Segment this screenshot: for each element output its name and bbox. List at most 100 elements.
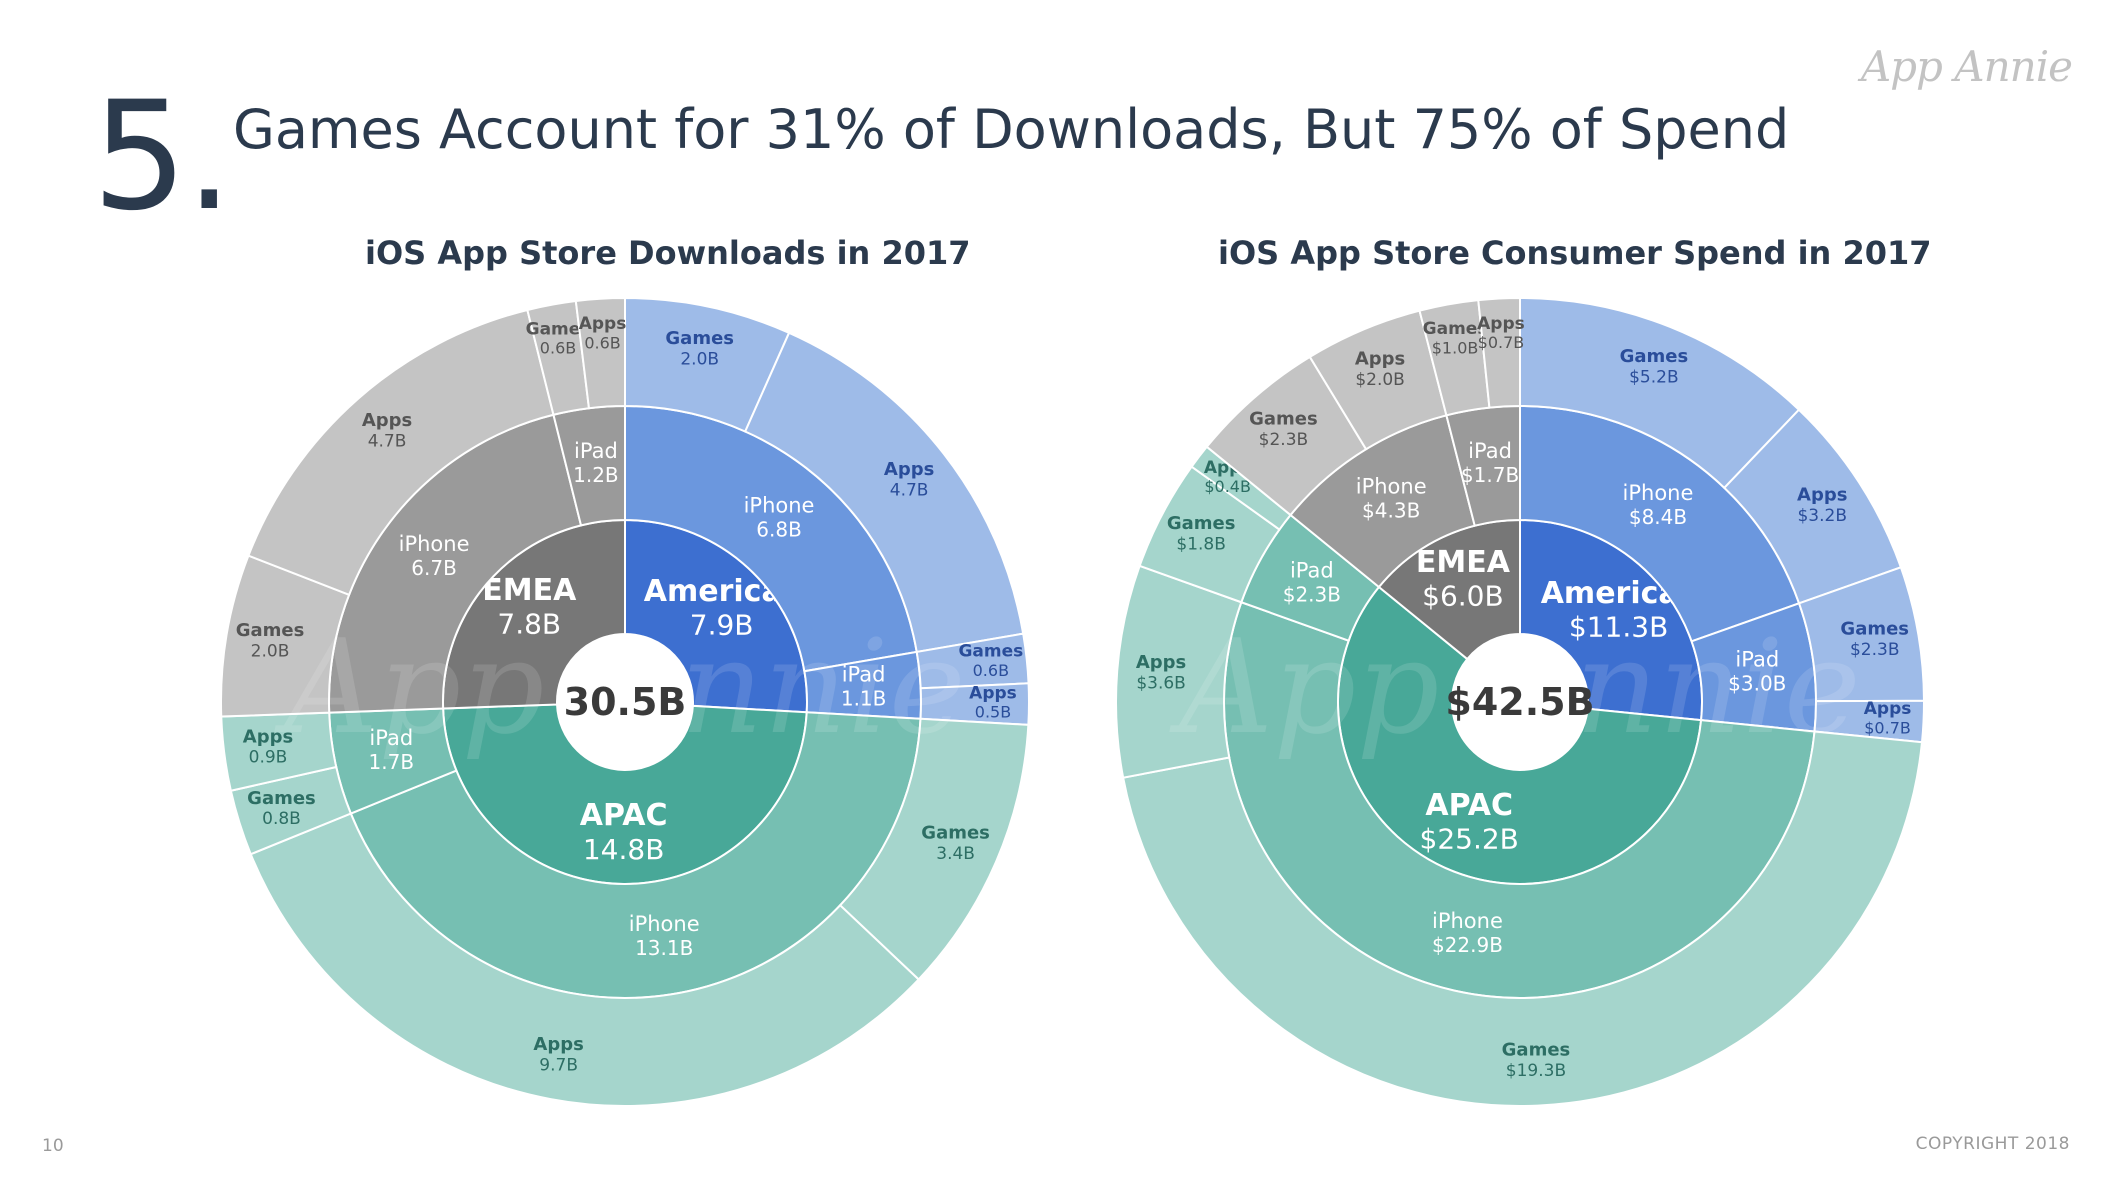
category-apac-ipad-games-name: Games (247, 788, 316, 809)
center-circle (557, 634, 693, 770)
category-americas-ipad-games-label: Games $2.3B (1840, 619, 1909, 660)
device-americas-iphone-value: 6.8B (756, 517, 802, 541)
device-apac-ipad-name: iPad (369, 726, 413, 750)
region-emea-label: EMEA 7.8B (482, 573, 577, 641)
category-emea-iphone-apps-value: 4.7B (368, 431, 407, 451)
device-americas-iphone-name: iPhone (744, 493, 815, 517)
category-emea-iphone-games-label: Games $2.3B (1249, 409, 1318, 450)
category-emea-ipad-games-name: Games (1423, 319, 1488, 339)
device-emea-ipad-name: iPad (1468, 439, 1512, 463)
device-emea-iphone-name: iPhone (399, 532, 470, 556)
category-americas-ipad-apps-label: Apps 0.5B (969, 683, 1017, 721)
device-emea-ipad-value: $1.7B (1461, 463, 1519, 487)
region-apac-value: 14.8B (583, 833, 665, 866)
category-americas-iphone-apps-label: Apps $3.2B (1797, 484, 1847, 525)
category-americas-ipad-apps-value: $0.7B (1864, 718, 1911, 737)
device-americas-ipad-label: iPad $3.0B (1728, 647, 1786, 695)
category-emea-ipad-apps-arc (574, 296, 626, 410)
category-apac-ipad-games-name: Games (1167, 513, 1236, 534)
device-apac-iphone-value: 13.1B (635, 936, 693, 960)
category-apac-ipad-apps-value: $0.4B (1204, 477, 1251, 496)
category-americas-iphone-apps-name: Apps (884, 459, 934, 480)
category-emea-ipad-apps-name: Apps (579, 314, 627, 334)
device-americas-ipad-value: 1.1B (841, 686, 887, 710)
category-americas-ipad-games-label: Games 0.6B (958, 642, 1023, 680)
device-apac-ipad-value: $2.3B (1283, 583, 1341, 607)
category-apac-ipad-games-label: Games $1.8B (1167, 513, 1236, 554)
device-emea-ipad-value: 1.2B (573, 463, 619, 487)
category-apac-iphone-apps-label: Apps $3.6B (1136, 652, 1186, 693)
device-americas-iphone-label: iPhone $8.4B (1623, 481, 1694, 529)
category-emea-iphone-games-name: Games (236, 620, 305, 641)
category-emea-ipad-apps-label: Apps 0.6B (579, 314, 627, 352)
region-emea-name: EMEA (482, 573, 577, 608)
category-americas-ipad-apps-name: Apps (969, 683, 1017, 703)
category-emea-ipad-apps-value: 0.6B (584, 333, 620, 352)
category-apac-iphone-games-value: $19.3B (1506, 1061, 1566, 1081)
category-apac-iphone-apps-arc (249, 812, 921, 1107)
device-apac-iphone-label: iPhone $22.9B (1432, 909, 1503, 957)
category-americas-iphone-games-label: Games 2.0B (665, 328, 734, 369)
category-emea-ipad-apps-label: Apps $0.7B (1477, 314, 1525, 352)
category-apac-iphone-apps-value: $3.6B (1136, 674, 1186, 694)
device-americas-ipad-name: iPad (842, 662, 886, 686)
category-apac-iphone-apps-value: 9.7B (539, 1055, 578, 1075)
category-americas-ipad-apps-name: Apps (1864, 699, 1912, 719)
category-emea-ipad-games-label: Games 0.6B (526, 320, 591, 358)
category-americas-ipad-games-name: Games (1840, 619, 1909, 640)
device-apac-iphone-value: $22.9B (1432, 933, 1503, 957)
category-emea-ipad-games-label: Games $1.0B (1423, 319, 1488, 357)
category-emea-ipad-apps-arc (1477, 296, 1521, 409)
device-apac-ipad-name: iPad (1290, 559, 1334, 583)
total-label: 30.5B (564, 680, 687, 724)
category-apac-iphone-games-label: Games 3.4B (921, 823, 990, 864)
category-emea-iphone-games-value: $2.3B (1259, 430, 1309, 450)
category-emea-iphone-games-name: Games (1249, 409, 1318, 430)
total-label: $42.5B (1445, 680, 1594, 724)
region-apac-label: APAC 14.8B (580, 798, 668, 866)
region-apac-name: APAC (1425, 788, 1513, 823)
center-circle (1452, 634, 1588, 770)
category-apac-ipad-apps-name: Apps (243, 726, 293, 747)
device-emea-iphone-label: iPhone 6.7B (399, 532, 470, 580)
device-apac-ipad-label: iPad $2.3B (1283, 559, 1341, 607)
category-emea-ipad-apps-value: $0.7B (1478, 333, 1525, 352)
device-emea-ipad-label: iPad 1.2B (573, 439, 619, 487)
device-apac-ipad-label: iPad 1.7B (369, 726, 415, 774)
category-emea-iphone-games-label: Games 2.0B (236, 620, 305, 661)
category-apac-iphone-games-label: Games $19.3B (1502, 1040, 1571, 1081)
device-apac-iphone-label: iPhone 13.1B (629, 912, 700, 960)
category-americas-iphone-apps-name: Apps (1797, 484, 1847, 505)
category-emea-ipad-games-name: Games (526, 320, 591, 340)
category-americas-ipad-games-value: 0.6B (973, 661, 1009, 680)
device-americas-iphone-label: iPhone 6.8B (744, 493, 815, 541)
category-apac-iphone-apps-name: Apps (1136, 652, 1186, 673)
category-apac-ipad-games-value: $1.8B (1176, 534, 1226, 554)
category-emea-ipad-apps-name: Apps (1477, 314, 1525, 334)
category-americas-ipad-games-name: Games (958, 642, 1023, 662)
region-americas-value: $11.3B (1569, 611, 1668, 644)
slide-number: 5. (92, 70, 233, 244)
region-apac-label: APAC $25.2B (1420, 788, 1519, 856)
category-apac-iphone-games-name: Games (921, 823, 990, 844)
device-americas-ipad-name: iPad (1735, 647, 1779, 671)
category-apac-iphone-apps-label: Apps 9.7B (533, 1034, 583, 1075)
device-americas-iphone-value: $8.4B (1629, 505, 1687, 529)
category-apac-iphone-games-value: 3.4B (936, 844, 975, 864)
category-emea-ipad-games-value: 0.6B (540, 339, 576, 358)
device-americas-ipad-label: iPad 1.1B (841, 662, 887, 710)
device-emea-ipad-name: iPad (574, 439, 618, 463)
device-apac-ipad-value: 1.7B (369, 750, 415, 774)
category-apac-iphone-games-name: Games (1502, 1040, 1571, 1061)
category-apac-iphone-games-arc (1121, 730, 1924, 1107)
region-apac-name: APAC (580, 798, 668, 833)
device-emea-iphone-name: iPhone (1356, 475, 1427, 499)
category-emea-iphone-apps-label: Apps 4.7B (362, 410, 412, 451)
region-apac-value: $25.2B (1420, 823, 1519, 856)
device-emea-iphone-value: 6.7B (411, 556, 457, 580)
downloads-chart-title: iOS App Store Downloads in 2017 (365, 234, 971, 272)
device-emea-iphone-label: iPhone $4.3B (1356, 475, 1427, 523)
category-emea-iphone-games-value: 2.0B (251, 641, 290, 661)
